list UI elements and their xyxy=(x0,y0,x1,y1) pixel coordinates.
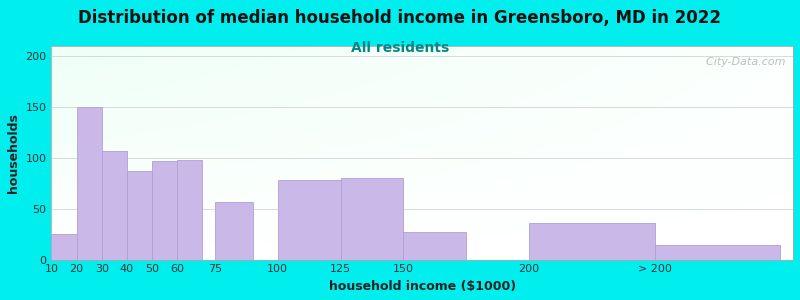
Bar xyxy=(77,107,102,260)
Bar xyxy=(529,223,654,260)
Bar xyxy=(102,151,127,260)
Bar xyxy=(278,180,341,260)
Bar xyxy=(341,178,403,260)
Bar xyxy=(403,232,466,260)
Bar xyxy=(654,245,781,260)
Text: City-Data.com: City-Data.com xyxy=(699,57,786,67)
Bar xyxy=(51,234,77,260)
X-axis label: household income ($1000): household income ($1000) xyxy=(329,280,516,293)
Bar xyxy=(177,160,202,260)
Text: All residents: All residents xyxy=(351,40,449,55)
Bar xyxy=(127,171,152,260)
Text: Distribution of median household income in Greensboro, MD in 2022: Distribution of median household income … xyxy=(78,9,722,27)
Bar xyxy=(152,161,177,260)
Bar xyxy=(215,202,253,260)
Y-axis label: households: households xyxy=(7,113,20,193)
